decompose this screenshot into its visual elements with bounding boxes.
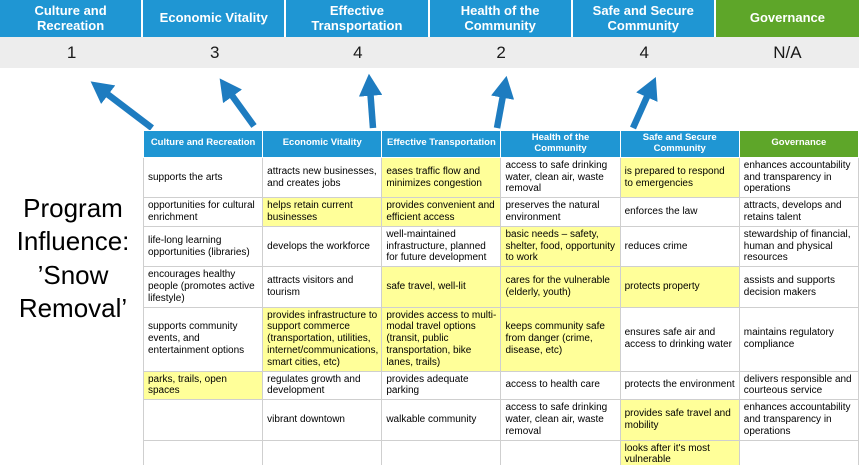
matrix-cell: basic needs – safety, shelter, food, opp…: [500, 225, 621, 268]
matrix-row: opportunities for cultural enrichment he…: [142, 197, 859, 227]
matrix-cell: walkable community: [381, 399, 502, 441]
influence-matrix-table: Culture and Recreation Economic Vitality…: [142, 130, 859, 465]
scorecard-header-effective-transportation: Effective Transportation: [286, 0, 430, 37]
matrix-row: encourages healthy people (promotes acti…: [142, 266, 859, 308]
program-influence-label: Program Influence: ’Snow Removal’: [16, 193, 130, 323]
matrix-cell: [738, 439, 859, 465]
matrix-header-row: Culture and Recreation Economic Vitality…: [142, 130, 859, 158]
matrix-cell: well-maintained infrastructure, planned …: [381, 225, 502, 268]
scorecard-header-health-of-the-community: Health of the Community: [429, 0, 573, 37]
scorecard-header-row: Culture and Recreation Economic Vitality…: [0, 0, 859, 37]
arrow-icon: [491, 75, 515, 129]
score-value-health-of-the-community: 2: [496, 42, 506, 62]
matrix-row: life-long learning opportunities (librar…: [142, 225, 859, 268]
matrix-cell: preserves the natural environment: [500, 197, 621, 227]
matrix-cell: provides access to multi-modal travel op…: [381, 306, 502, 372]
scorecard-header-governance: Governance: [715, 0, 859, 37]
scorecard-score-row: 1 3 4 2 4 N/A: [0, 37, 859, 68]
scorecard-header-economic-vitality: Economic Vitality: [143, 0, 287, 37]
score-value-effective-transportation: 4: [353, 42, 363, 62]
matrix-row: parks, trails, open spaces regulates gro…: [142, 370, 859, 401]
matrix-cell: attracts new businesses, and creates job…: [262, 156, 383, 199]
matrix-cell: provides adequate parking: [381, 370, 502, 401]
matrix-cell: safe travel, well-lit: [381, 266, 502, 308]
matrix-cell: life-long learning opportunities (librar…: [142, 225, 264, 268]
matrix-cell: enforces the law: [619, 197, 740, 227]
matrix-header-governance: Governance: [738, 130, 859, 158]
matrix-cell: [381, 439, 502, 465]
matrix-header-culture-and-recreation: Culture and Recreation: [142, 130, 264, 158]
matrix-cell: vibrant downtown: [262, 399, 383, 441]
matrix-header-economic-vitality: Economic Vitality: [262, 130, 383, 158]
matrix-cell: stewardship of financial, human and phys…: [738, 225, 859, 268]
matrix-cell: enhances accountability and transparency…: [738, 156, 859, 199]
matrix-cell: supports the arts: [142, 156, 264, 199]
matrix-cell: provides infrastructure to support comme…: [262, 306, 383, 372]
matrix-row: looks after it's most vulnerable: [142, 439, 859, 465]
scorecard-header-safe-and-secure-community: Safe and Secure Community: [572, 0, 716, 37]
matrix-row: supports community events, and entertain…: [142, 306, 859, 372]
matrix-cell: cares for the vulnerable (elderly, youth…: [500, 266, 621, 308]
matrix-cell: develops the workforce: [262, 225, 383, 268]
matrix-cell: maintains regulatory compliance: [738, 306, 859, 372]
matrix-cell: attracts visitors and tourism: [262, 266, 383, 308]
matrix-cell: reduces crime: [619, 225, 740, 268]
score-value-safe-and-secure-community: 4: [639, 42, 649, 62]
matrix-cell: regulates growth and development: [262, 370, 383, 401]
matrix-row: supports the arts attracts new businesse…: [142, 156, 859, 199]
score-value-culture-and-recreation: 1: [66, 42, 77, 62]
score-value-economic-vitality: 3: [210, 42, 220, 62]
matrix-cell: attracts, develops and retains talent: [738, 197, 859, 227]
matrix-cell: assists and supports decision makers: [738, 266, 859, 308]
matrix-cell: access to safe drinking water, clean air…: [500, 399, 621, 441]
score-value-governance: N/A: [773, 42, 802, 62]
matrix-cell: looks after it's most vulnerable: [619, 439, 740, 465]
matrix-cell: delivers responsible and courteous servi…: [738, 370, 859, 401]
matrix-cell: keeps community safe from danger (crime,…: [500, 306, 621, 372]
matrix-cell: [500, 439, 621, 465]
matrix-cell: eases traffic flow and minimizes congest…: [381, 156, 502, 199]
matrix-cell: [142, 439, 264, 465]
matrix-cell: [142, 399, 264, 441]
matrix-cell: supports community events, and entertain…: [142, 306, 264, 372]
matrix-cell: protects property: [619, 266, 740, 308]
matrix-header-health-of-the-community: Health of the Community: [500, 130, 621, 158]
matrix-header-safe-and-secure-community: Safe and Secure Community: [619, 130, 740, 158]
arrow-icon: [219, 78, 257, 128]
matrix-cell: provides convenient and efficient access: [381, 197, 502, 227]
matrix-cell: encourages healthy people (promotes acti…: [142, 266, 264, 308]
matrix-cell: provides safe travel and mobility: [619, 399, 740, 441]
matrix-cell: protects the environment: [619, 370, 740, 401]
arrow-icon: [90, 81, 154, 131]
matrix-row: vibrant downtown walkable community acce…: [142, 399, 859, 441]
scorecard-header-culture-and-recreation: Culture and Recreation: [0, 0, 144, 37]
influence-arrows: [90, 73, 658, 131]
matrix-cell: helps retain current businesses: [262, 197, 383, 227]
matrix-header-effective-transportation: Effective Transportation: [381, 130, 502, 158]
matrix-cell: ensures safe air and access to drinking …: [619, 306, 740, 372]
arrow-icon: [630, 76, 658, 130]
matrix-cell: is prepared to respond to emergencies: [619, 156, 740, 199]
matrix-cell: enhances accountability and transparency…: [738, 399, 859, 441]
matrix-cell: opportunities for cultural enrichment: [142, 197, 264, 227]
matrix-cell: access to safe drinking water, clean air…: [500, 156, 621, 199]
matrix-cell: parks, trails, open spaces: [142, 370, 264, 401]
matrix-cell: access to health care: [500, 370, 621, 401]
matrix-cell: [262, 439, 383, 465]
arrow-icon: [358, 73, 383, 129]
